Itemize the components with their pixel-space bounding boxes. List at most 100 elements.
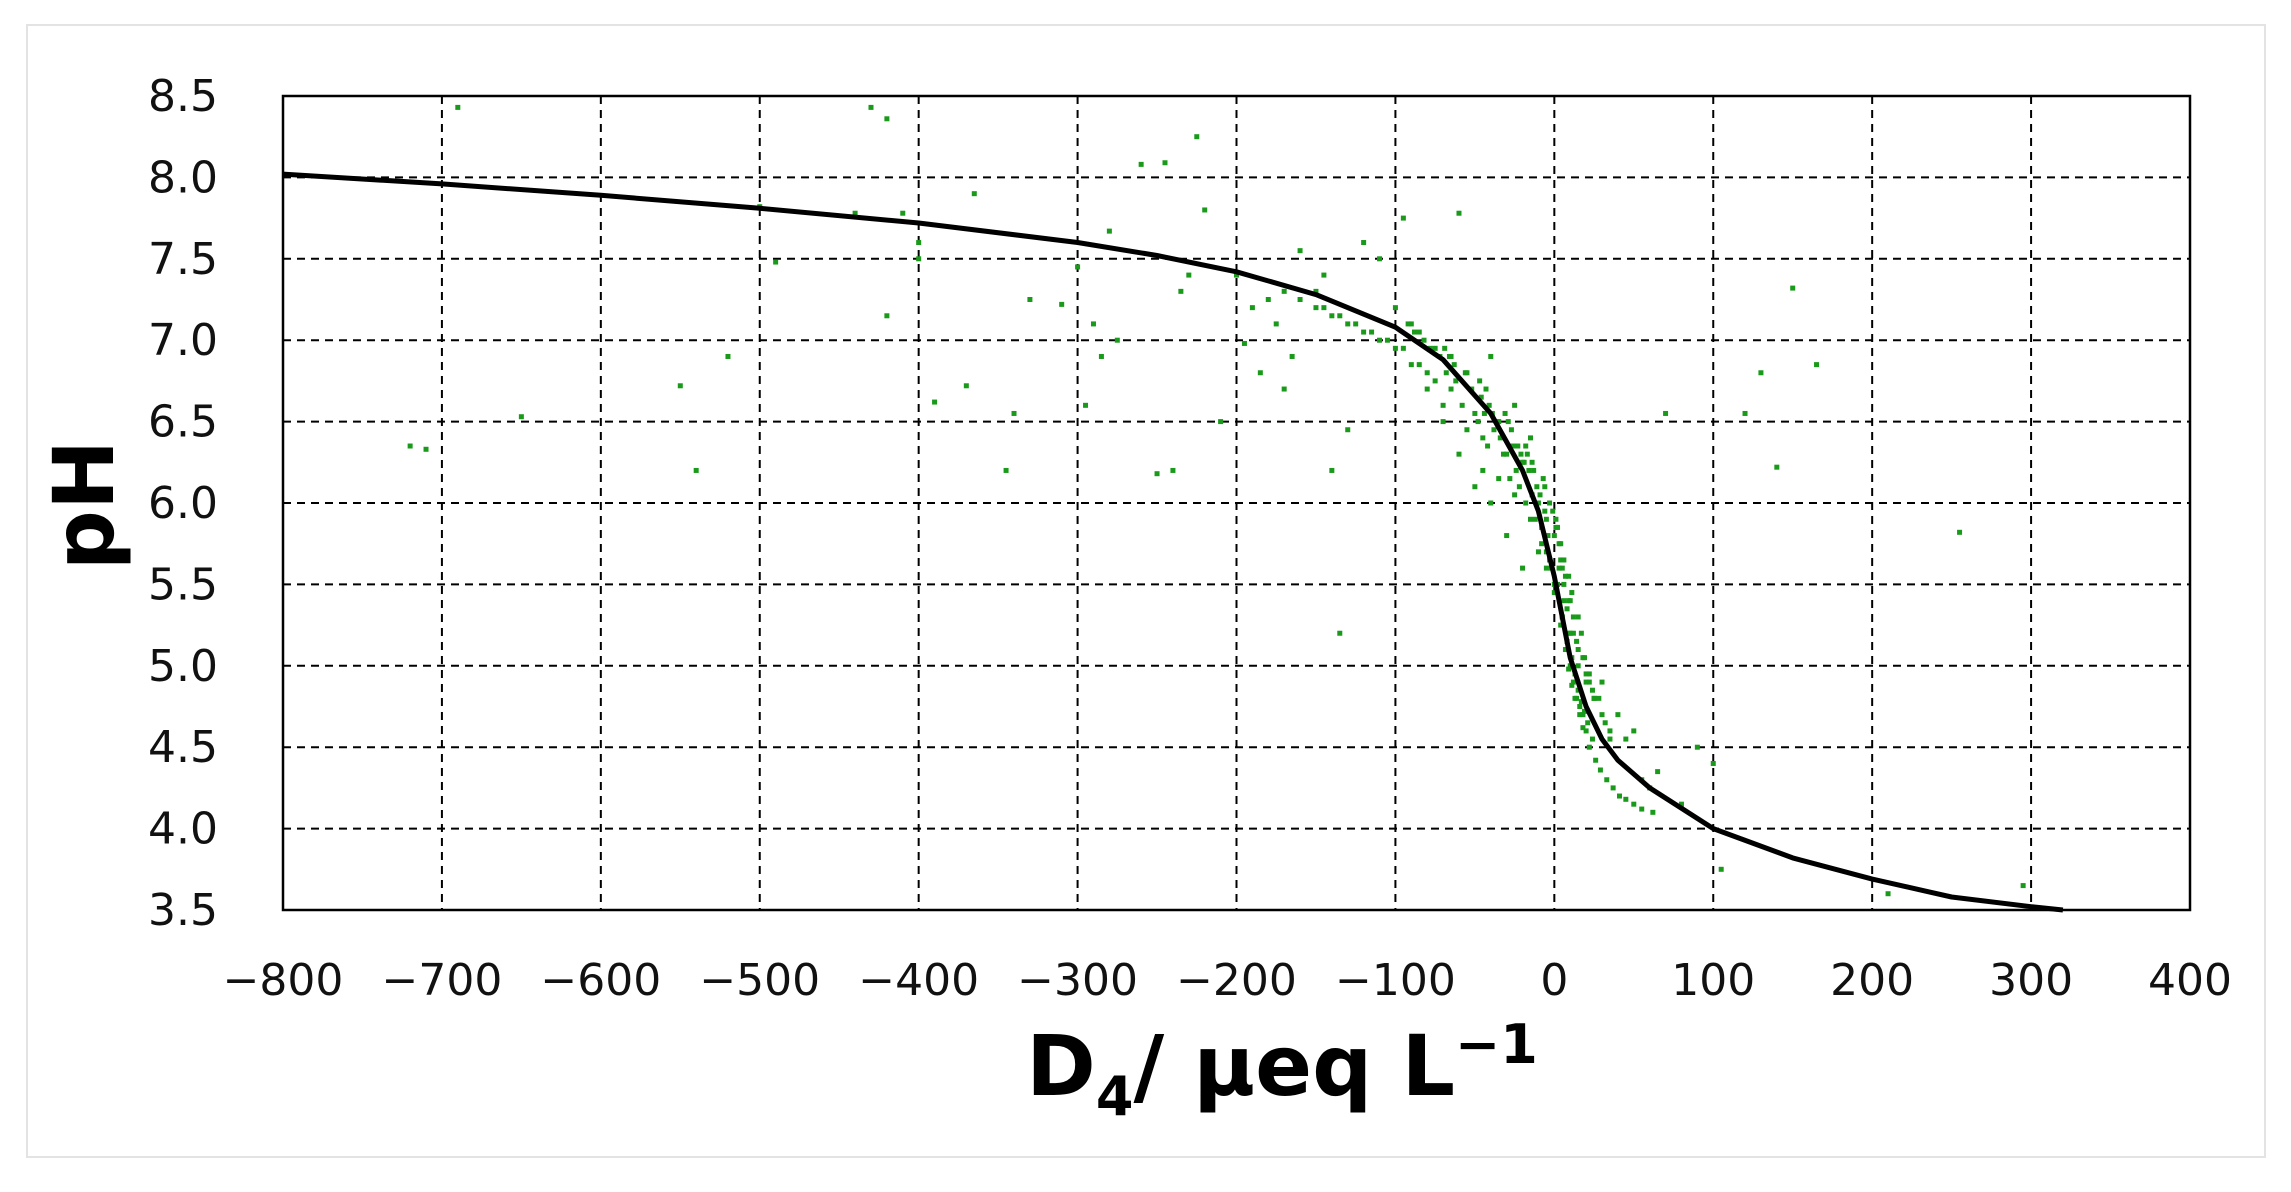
data-point bbox=[1529, 459, 1535, 465]
y-tick-label: 8.0 bbox=[148, 152, 218, 203]
data-point bbox=[1604, 777, 1610, 783]
data-point bbox=[1481, 410, 1487, 416]
data-point bbox=[916, 256, 922, 262]
data-point bbox=[1408, 362, 1414, 368]
data-point bbox=[1488, 500, 1494, 506]
data-point bbox=[1281, 288, 1287, 294]
data-point bbox=[1570, 614, 1576, 620]
x-tick-label: 300 bbox=[1989, 955, 2073, 1006]
x-tick-label: 100 bbox=[1671, 955, 1755, 1006]
data-point bbox=[963, 383, 969, 389]
data-point bbox=[1602, 720, 1608, 726]
data-point bbox=[1562, 647, 1568, 653]
data-point bbox=[1392, 345, 1398, 351]
data-point bbox=[1561, 598, 1567, 604]
data-point bbox=[1553, 516, 1559, 522]
data-point bbox=[1384, 337, 1390, 343]
data-point bbox=[1582, 708, 1588, 714]
x-tick-label: −800 bbox=[223, 955, 344, 1006]
data-point bbox=[1369, 329, 1375, 335]
data-point bbox=[1623, 796, 1629, 802]
data-point bbox=[1547, 500, 1553, 506]
x-tick-label: −300 bbox=[1017, 955, 1138, 1006]
data-point bbox=[1607, 728, 1613, 734]
data-point bbox=[1631, 728, 1637, 734]
data-point bbox=[423, 446, 429, 452]
data-point bbox=[1353, 321, 1359, 327]
data-point bbox=[1566, 666, 1572, 672]
data-point bbox=[1569, 590, 1575, 596]
y-tick-label: 4.0 bbox=[148, 804, 218, 855]
data-point bbox=[1289, 353, 1295, 359]
data-point bbox=[1535, 500, 1541, 506]
data-point bbox=[1564, 606, 1570, 612]
data-point bbox=[1526, 467, 1532, 473]
data-point bbox=[455, 104, 461, 110]
data-point bbox=[1510, 443, 1516, 449]
data-point bbox=[1580, 712, 1586, 718]
data-point bbox=[1313, 288, 1319, 294]
data-point bbox=[1535, 549, 1541, 555]
data-point bbox=[1478, 394, 1484, 400]
x-tick-label: −200 bbox=[1176, 955, 1297, 1006]
data-point bbox=[725, 353, 731, 359]
data-point bbox=[2020, 883, 2026, 889]
data-point bbox=[1593, 757, 1599, 763]
data-point bbox=[1186, 272, 1192, 278]
x-tick-label: −700 bbox=[381, 955, 502, 1006]
y-tick-label: 3.5 bbox=[148, 885, 218, 936]
data-point bbox=[1583, 728, 1589, 734]
data-point bbox=[773, 259, 779, 265]
data-point bbox=[1527, 516, 1533, 522]
data-point bbox=[1580, 725, 1586, 731]
data-point bbox=[1249, 305, 1255, 311]
x-axis-title: D4/ μeq L−1 bbox=[1026, 1013, 1538, 1128]
data-point bbox=[1488, 353, 1494, 359]
data-points bbox=[407, 104, 2026, 897]
data-point bbox=[1504, 451, 1510, 457]
data-point bbox=[1512, 492, 1518, 498]
y-axis-title: pH bbox=[35, 440, 133, 570]
data-point bbox=[1710, 760, 1716, 766]
data-point bbox=[1599, 712, 1605, 718]
data-point bbox=[1505, 419, 1511, 425]
data-point bbox=[971, 191, 977, 197]
data-point bbox=[1559, 565, 1565, 571]
data-point bbox=[1098, 353, 1104, 359]
data-point bbox=[1408, 321, 1414, 327]
data-point bbox=[1542, 484, 1548, 490]
x-tick-label: 400 bbox=[2148, 955, 2232, 1006]
data-point bbox=[1542, 508, 1548, 514]
data-point bbox=[1448, 386, 1454, 392]
data-point bbox=[1496, 476, 1502, 482]
data-point bbox=[1345, 321, 1351, 327]
data-point bbox=[1610, 785, 1616, 791]
data-point bbox=[1589, 687, 1595, 693]
data-point bbox=[932, 399, 938, 405]
data-point bbox=[1502, 410, 1508, 416]
y-tick-label: 7.5 bbox=[148, 234, 218, 285]
y-tick-label: 4.5 bbox=[148, 722, 218, 773]
data-point bbox=[1790, 285, 1796, 291]
data-point bbox=[1472, 410, 1478, 416]
data-point bbox=[1337, 630, 1343, 636]
data-point bbox=[1885, 891, 1891, 897]
data-point bbox=[1027, 297, 1033, 302]
chart-frame bbox=[26, 24, 2266, 1158]
data-point bbox=[1513, 467, 1519, 473]
x-axis-title-superscript: −1 bbox=[1455, 1013, 1538, 1076]
data-point bbox=[1059, 301, 1065, 307]
data-point bbox=[1480, 467, 1486, 473]
data-point bbox=[1138, 161, 1144, 167]
data-point bbox=[868, 104, 874, 110]
data-point bbox=[1090, 321, 1096, 327]
data-point bbox=[1814, 362, 1820, 368]
data-point bbox=[1377, 337, 1383, 343]
data-point bbox=[1456, 210, 1462, 216]
data-point bbox=[1543, 565, 1549, 571]
data-point bbox=[1596, 695, 1602, 701]
y-tick-label: 8.5 bbox=[148, 71, 218, 122]
data-point bbox=[1432, 345, 1438, 351]
data-point bbox=[1321, 305, 1327, 311]
y-tick-label: 6.0 bbox=[148, 478, 218, 529]
